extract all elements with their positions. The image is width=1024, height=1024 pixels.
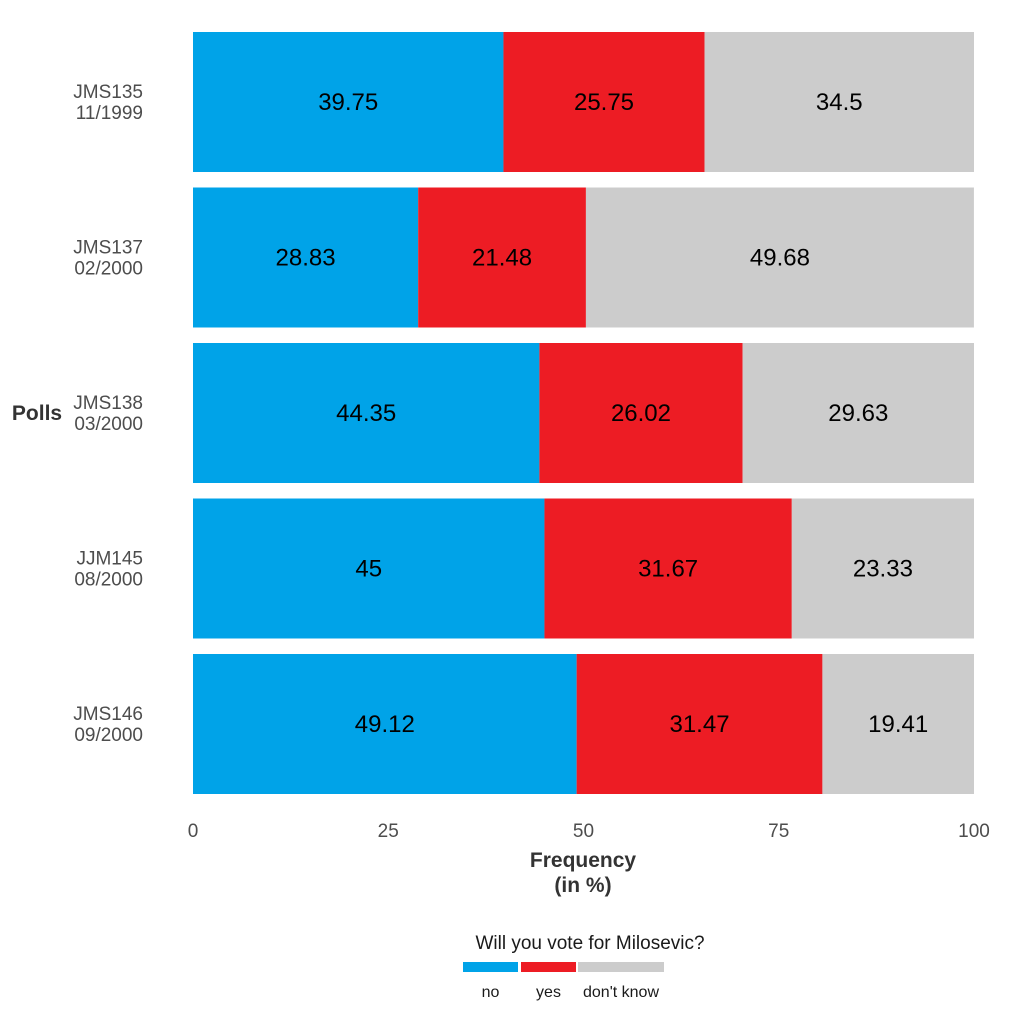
bar-no-5: [193, 654, 577, 794]
data-label-yes-1: 25.75: [574, 89, 634, 116]
category-label-4-date: 08/2000: [74, 570, 143, 591]
x-axis-title-line2: (in %): [554, 874, 611, 897]
y-axis-title: Polls: [12, 402, 62, 425]
category-label-2-id: JMS137: [73, 238, 143, 259]
legend-title: Will you vote for Milosevic?: [475, 933, 704, 954]
data-label-don-t-know-3: 29.63: [828, 400, 888, 427]
x-tick-label-0: 0: [188, 821, 199, 842]
legend-label-no: no: [482, 984, 500, 1001]
data-label-don-t-know-2: 49.68: [750, 245, 810, 272]
category-label-4-id: JJM145: [76, 549, 143, 570]
legend-label-don-t-know: don't know: [583, 984, 659, 1001]
legend-key-no: [463, 962, 518, 972]
bar-yes-5: [576, 654, 823, 794]
data-label-yes-5: 31.47: [669, 711, 729, 738]
x-tick-label-100: 100: [958, 821, 990, 842]
x-tick-label-25: 25: [378, 821, 399, 842]
data-label-no-1: 39.75: [318, 89, 378, 116]
bar-yes-4: [544, 498, 792, 639]
data-label-no-5: 49.12: [355, 711, 415, 738]
data-label-yes-3: 26.02: [611, 400, 671, 427]
x-tick-label-75: 75: [768, 821, 789, 842]
category-label-1-date: 11/1999: [76, 103, 143, 124]
legend-label-yes: yes: [536, 984, 561, 1001]
category-label-5-id: JMS146: [73, 704, 143, 725]
legend: no yes don't know: [463, 962, 664, 1001]
bar-yes-3: [539, 343, 743, 483]
bar-no-3: [193, 343, 540, 483]
x-axis-ticks: 0 25 50 75 100: [188, 821, 990, 842]
data-label-no-3: 44.35: [336, 400, 396, 427]
legend-key-yes: [521, 962, 576, 972]
bar-don-t-know-3: [742, 343, 974, 483]
bar-yes-1: [503, 32, 705, 172]
bar-don-t-know-2: [585, 187, 974, 328]
data-label-don-t-know-5: 19.41: [868, 711, 928, 738]
category-label-5-date: 09/2000: [74, 725, 143, 746]
bars-layer: 39.75 25.75 34.5 28.83 21.48 49.68 44.35 26.02 2…: [193, 32, 974, 794]
data-label-don-t-know-4: 23.33: [853, 556, 913, 583]
category-label-3-id: JMS138: [73, 393, 143, 414]
x-tick-label-50: 50: [573, 821, 594, 842]
category-label-3-date: 03/2000: [74, 414, 143, 435]
bar-no-4: [193, 498, 545, 639]
bar-don-t-know-1: [704, 32, 974, 172]
legend-key-don-t-know: [578, 962, 664, 972]
category-label-1-id: JMS135: [73, 82, 143, 103]
data-label-no-4: 45: [355, 556, 382, 583]
category-label-2-date: 02/2000: [74, 259, 143, 280]
data-label-no-2: 28.83: [276, 245, 336, 272]
data-label-yes-2: 21.48: [472, 245, 532, 272]
x-axis-title-line1: Frequency: [530, 849, 637, 872]
data-label-yes-4: 31.67: [638, 556, 698, 583]
data-label-don-t-know-1: 34.5: [816, 89, 863, 116]
bar-yes-2: [418, 187, 586, 328]
bar-don-t-know-4: [791, 498, 974, 639]
bar-no-2: [193, 187, 419, 328]
bar-don-t-know-5: [822, 654, 974, 794]
bar-no-1: [193, 32, 504, 172]
